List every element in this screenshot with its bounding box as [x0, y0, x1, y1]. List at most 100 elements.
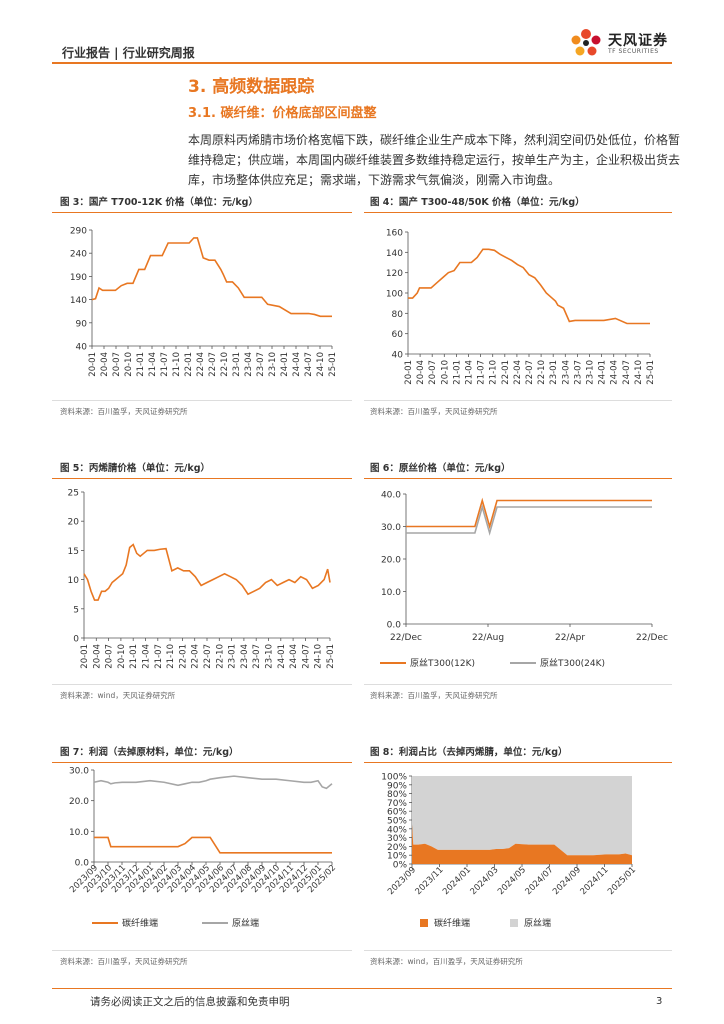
y-tick-label: 90%: [387, 781, 407, 791]
legend-label: 原丝端: [524, 917, 551, 929]
x-tick-label: 24-07: [304, 352, 314, 377]
x-tick-label: 24-04: [292, 352, 302, 377]
area-series-原丝端: [412, 776, 632, 856]
y-tick-label: 30.0: [381, 523, 401, 533]
x-tick-label: 24-10: [634, 360, 644, 385]
figure-7-bottom-rule: [52, 950, 352, 951]
x-tick-label: 23-04: [244, 352, 254, 377]
figure-4-rule: [364, 212, 672, 213]
x-tick-label: 2024/09: [551, 865, 583, 897]
x-tick-label: 20-01: [80, 644, 90, 669]
figure-8-rule: [364, 762, 672, 763]
legend-label: 碳纤维端: [122, 917, 158, 929]
page-number: 3: [656, 996, 663, 1007]
x-tick-label: 24-04: [289, 644, 299, 669]
x-tick-label: 20-01: [404, 360, 414, 385]
x-tick-label: 22-07: [525, 360, 535, 385]
footer-rule: [52, 988, 672, 989]
series-line-原丝端: [93, 775, 333, 790]
section-heading: 3. 高频数据跟踪: [188, 77, 315, 97]
y-tick-label: 10%: [387, 852, 407, 862]
y-tick-label: 140: [70, 296, 87, 306]
x-tick-label: 20-10: [440, 360, 450, 385]
x-tick-label: 21-07: [477, 360, 487, 385]
figure-7-rule: [52, 762, 352, 763]
figure-3-rule: [52, 212, 352, 213]
figure-6-title: 图 6：原丝价格（单位：元/kg）: [370, 463, 511, 474]
y-tick-label: 190: [70, 273, 87, 283]
x-tick-label: 20-07: [428, 360, 438, 385]
x-tick-label: 2024/03: [469, 865, 501, 897]
x-tick-label: 23-10: [265, 644, 275, 669]
y-tick-label: 20: [68, 518, 80, 528]
y-tick-label: 80%: [387, 790, 407, 800]
footer-disclaimer[interactable]: 请务必阅读正文之后的信息披露和免责申明: [90, 996, 290, 1008]
chart-precursor-price: 0.0 10.0 20.0 30.0 40.0 22/Dec 22/Aug 22/Apr 22/…: [380, 491, 668, 669]
x-tick-label: 22-01: [184, 352, 194, 377]
figure-8-source: 资料来源：wind，百川盈孚，天风证券研究所: [370, 957, 523, 966]
x-tick-label: 21-01: [136, 352, 146, 377]
x-tick-label: 22-01: [178, 644, 188, 669]
x-tick-label: 21-04: [148, 352, 158, 377]
logo-text-cn: 天风证券: [608, 33, 668, 49]
x-tick-label: 22-07: [203, 644, 213, 669]
x-tick-label: 24-07: [622, 360, 632, 385]
series-line-原丝T300(12K): [406, 497, 652, 530]
subsection-heading: 3.1. 碳纤维：价格底部区间盘整: [188, 106, 377, 121]
y-tick-label: 140: [386, 249, 403, 259]
x-tick-label: 24-10: [316, 352, 326, 377]
legend-label: 原丝T300(24K): [540, 657, 605, 669]
company-logo: 天风证券 TF SECURITIES: [566, 26, 676, 60]
figure-7-source: 资料来源：百川盈孚，天风证券研究所: [60, 957, 188, 966]
y-tick-label: 15: [68, 547, 79, 557]
legend-label: 原丝端: [232, 917, 259, 929]
x-tick-label: 22-10: [220, 352, 230, 377]
y-tick-label: 40: [76, 343, 88, 353]
legend-swatch: [420, 919, 428, 927]
figure-7-title: 图 7：利润（去掉原材料，单位：元/kg）: [60, 747, 239, 758]
x-tick-label: 22-01: [501, 360, 511, 385]
x-tick-label: 25-01: [646, 360, 656, 385]
x-tick-label: 21-01: [452, 360, 462, 385]
area-series-碳纤维端: [412, 824, 632, 864]
x-tick-label: 20-04: [92, 644, 102, 669]
report-header: 行业报告 | 行业研究周报: [62, 46, 195, 60]
y-tick-label: 50%: [387, 817, 407, 827]
x-tick-label: 22-04: [513, 360, 523, 385]
legend-label: 原丝T300(12K): [410, 657, 475, 669]
y-tick-label: 25: [68, 489, 79, 499]
chart-profit-share: 0%10%20%30%40%50%60%70%80%90%100%2023/09…: [381, 773, 638, 930]
y-tick-label: 0: [73, 635, 79, 645]
series-line-碳纤维端: [94, 836, 332, 854]
x-tick-label: 24-04: [610, 360, 620, 385]
x-tick-label: 2024/07: [524, 865, 556, 897]
y-tick-label: 0.0: [387, 621, 402, 631]
y-tick-label: 20.0: [381, 556, 401, 566]
y-tick-label: 10.0: [381, 588, 401, 598]
header-rule: [52, 62, 672, 64]
x-tick-label: 21-04: [465, 360, 475, 385]
x-tick-label: 21-07: [160, 352, 170, 377]
y-tick-label: 60%: [387, 808, 407, 818]
chart-acrylonitrile-price: 0 5 10 15 20 25 20-01 20-04 20-07 20-10 21-01 21-04…: [68, 489, 336, 669]
x-tick-label: 21-01: [129, 644, 139, 669]
x-tick-label: 20-01: [88, 352, 98, 377]
legend-swatch: [510, 919, 518, 927]
series-line-series-0: [91, 237, 332, 318]
figure-6-rule: [364, 478, 672, 479]
x-tick-label: 23-07: [573, 360, 583, 385]
series-line-series-0: [83, 543, 331, 601]
y-tick-label: 240: [70, 250, 87, 260]
y-tick-label: 100%: [381, 773, 407, 783]
series-line-原丝T300(24K): [406, 504, 652, 536]
x-tick-label: 23-04: [240, 644, 250, 669]
legend-label: 碳纤维端: [434, 917, 470, 929]
x-tick-label: 2024/11: [579, 865, 611, 897]
x-tick-label: 23-10: [586, 360, 596, 385]
y-tick-label: 120: [386, 269, 403, 279]
x-tick-label: 22/Dec: [636, 633, 668, 643]
x-tick-label: 22-04: [191, 644, 201, 669]
x-tick-label: 22-10: [215, 644, 225, 669]
